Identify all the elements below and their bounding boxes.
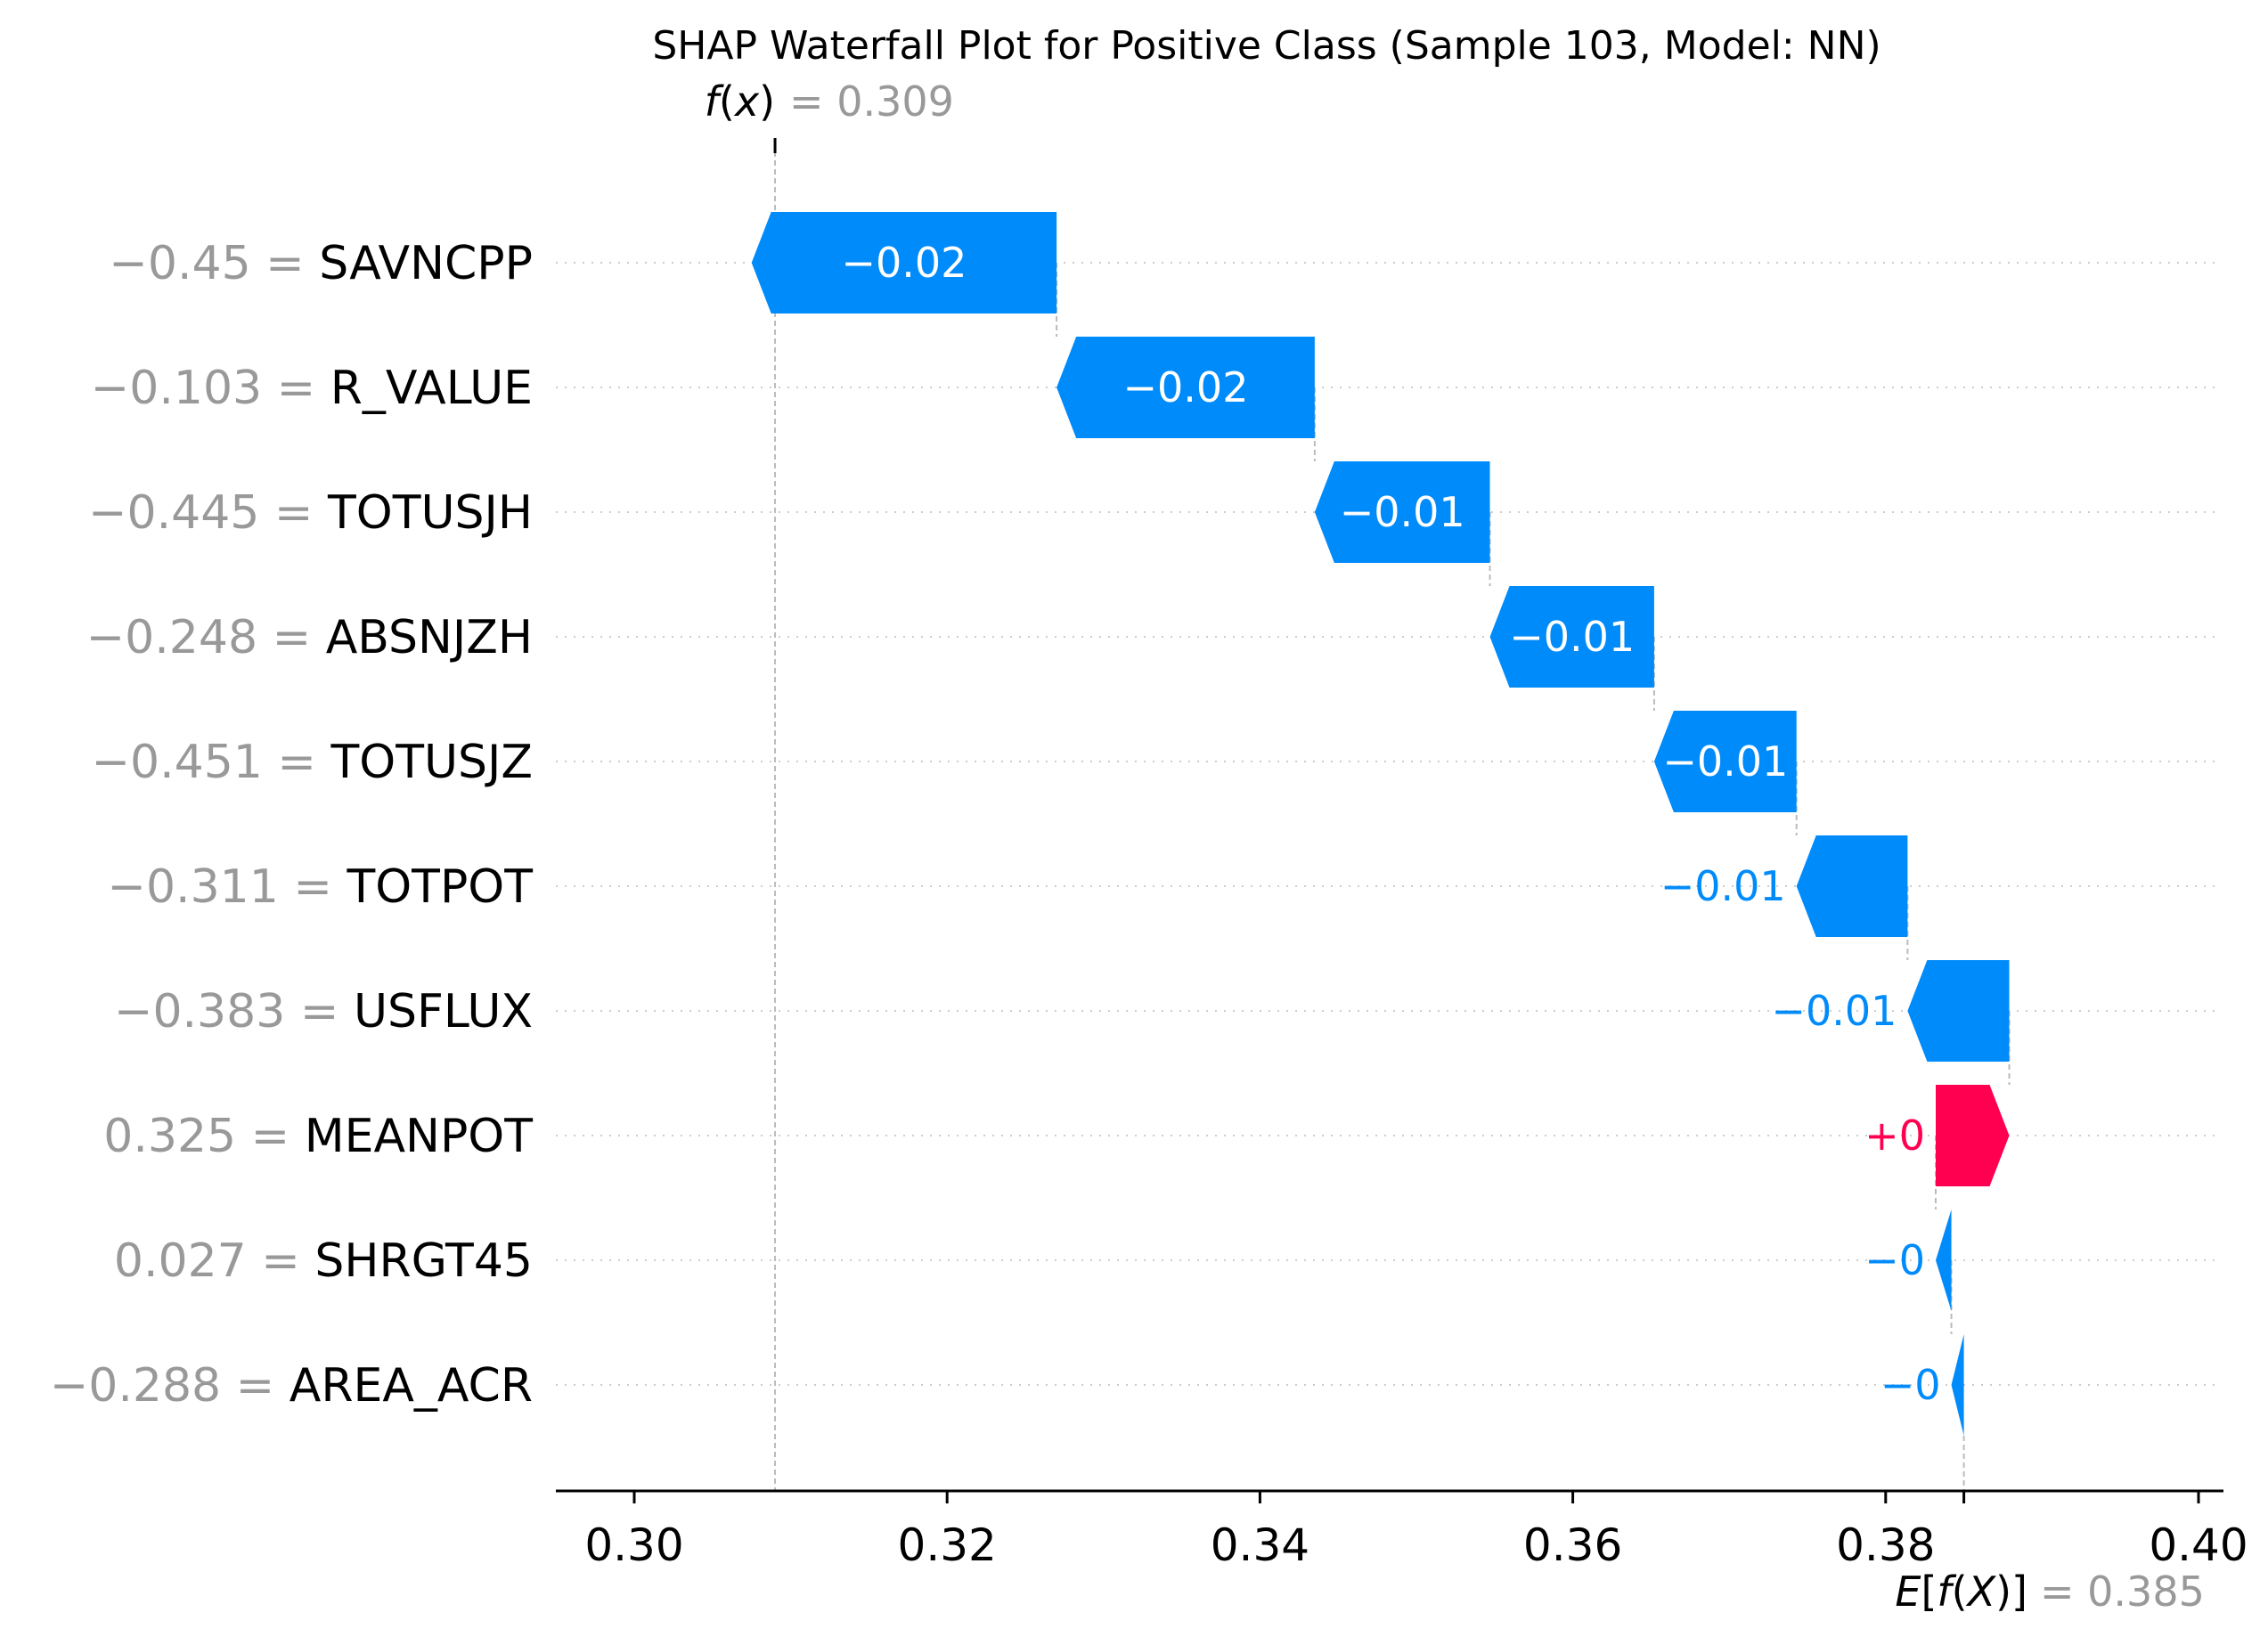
shap-bar [1653, 711, 1797, 812]
shap-bar [1056, 337, 1315, 438]
feature-name: TOTUSJH [327, 486, 533, 540]
shap-bar [1907, 960, 2010, 1062]
x-tick-label: 0.40 [2149, 1519, 2248, 1571]
shap-bar [1489, 586, 1654, 688]
x-tick-label: 0.32 [898, 1519, 997, 1571]
x-tick-label: 0.38 [1836, 1519, 1935, 1571]
feature-name: SAVNCPP [319, 237, 533, 290]
bar-value-label: −0.02 [1123, 363, 1249, 411]
fx-annotation: f(x) = 0.309 [705, 77, 954, 153]
feature-name: AREA_ACR [290, 1359, 533, 1413]
feature-label: −0.451 = TOTUSJZ [91, 736, 533, 789]
bar-value-label: +0 [1864, 1112, 1925, 1160]
expected-annotation: E[f(X)] = 0.385 [1895, 1568, 2204, 1616]
bar-value-label: −0.01 [1771, 987, 1897, 1035]
bar-value-label: −0.01 [1660, 862, 1786, 910]
expected-label: E[f(X)] [1895, 1568, 2027, 1616]
feature-name: MEANPOT [305, 1110, 533, 1163]
feature-value: −0.451 = [91, 736, 330, 789]
feature-value: −0.248 = [86, 611, 326, 664]
feature-value: 0.027 = [114, 1234, 315, 1288]
feature-value: −0.103 = [91, 362, 330, 415]
feature-label: −0.248 = ABSNJZH [86, 611, 533, 664]
grid-lines [556, 262, 2218, 1386]
feature-label: −0.288 = AREA_ACR [50, 1359, 533, 1413]
feature-label: 0.325 = MEANPOT [103, 1110, 533, 1163]
fx-value: = 0.309 [789, 77, 954, 126]
fx-label: f(x) [705, 77, 775, 126]
bar-value-label: −0 [1864, 1236, 1925, 1284]
bar-value-label: −0 [1880, 1361, 1941, 1409]
x-tick-label: 0.30 [584, 1519, 683, 1571]
shap-bar [751, 212, 1057, 314]
x-axis: 0.30 0.32 0.34 0.36 0.38 0.40 [556, 1489, 2248, 1571]
x-tick-label: 0.34 [1211, 1519, 1309, 1571]
feature-label: −0.311 = TOTPOT [107, 860, 533, 914]
feature-label: −0.383 = USFLUX [114, 985, 533, 1038]
feature-labels: −0.45 = SAVNCPP −0.103 = R_VALUE −0.445 = … [50, 237, 534, 1413]
chart-title: SHAP Waterfall Plot for Positive Class (… [652, 23, 1880, 69]
bar-value-label: −0.01 [1509, 613, 1635, 661]
guide-lines [774, 151, 2011, 1491]
feature-label: −0.45 = SAVNCPP [109, 237, 533, 290]
feature-name: ABSNJZH [326, 611, 533, 664]
bars: −0.02 −0.02 −0.01 −0.01 −0.01 −0.01 −0.01 +0 −0 −… [751, 212, 2010, 1436]
feature-name: SHRGT45 [314, 1234, 533, 1288]
feature-value: 0.325 = [103, 1110, 305, 1163]
feature-name: R_VALUE [330, 362, 533, 415]
feature-name: TOTPOT [346, 860, 533, 914]
x-tick-label: 0.36 [1523, 1519, 1622, 1571]
feature-value: −0.288 = [50, 1359, 290, 1413]
bar-value-label: −0.02 [841, 239, 967, 287]
feature-label: −0.103 = R_VALUE [91, 362, 533, 415]
bar-value-label: −0.01 [1662, 737, 1788, 786]
feature-name: USFLUX [354, 985, 533, 1038]
shap-bar [1314, 461, 1490, 563]
shap-bar [1935, 1209, 1952, 1311]
expected-value: = 0.385 [2040, 1568, 2205, 1616]
bar-value-label: −0.01 [1340, 488, 1465, 536]
shap-bar [1796, 835, 1908, 937]
feature-value: −0.45 = [109, 237, 319, 290]
feature-label: 0.027 = SHRGT45 [114, 1234, 533, 1288]
shap-bar [1951, 1334, 1964, 1436]
feature-label: −0.445 = TOTUSJH [88, 486, 533, 540]
feature-name: TOTUSJZ [330, 736, 533, 789]
shap-bar [1935, 1085, 2010, 1186]
feature-value: −0.383 = [114, 985, 354, 1038]
feature-value: −0.311 = [107, 860, 347, 914]
feature-value: −0.445 = [88, 486, 328, 540]
